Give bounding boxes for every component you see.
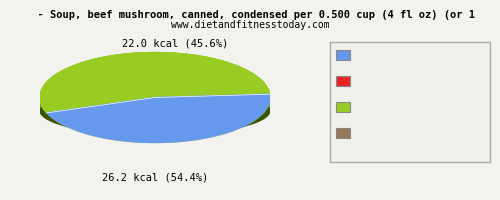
Text: - Soup, beef mushroom, canned, condensed per 0.500 cup (4 fl oz) (or 1: - Soup, beef mushroom, canned, condensed… <box>25 10 475 20</box>
Polygon shape <box>47 94 270 142</box>
Text: www.dietandfitnesstoday.com: www.dietandfitnesstoday.com <box>170 20 330 30</box>
Polygon shape <box>40 53 270 142</box>
Text: 26.2 kcal (54.4%): 26.2 kcal (54.4%) <box>102 172 208 182</box>
Text: protein: protein <box>352 50 399 60</box>
Text: 22.0 kcal (45.6%): 22.0 kcal (45.6%) <box>122 38 228 48</box>
Text: fat: fat <box>352 76 372 86</box>
Text: carbs: carbs <box>352 102 386 112</box>
Ellipse shape <box>40 86 270 135</box>
Ellipse shape <box>40 78 270 127</box>
Text: alcohol: alcohol <box>352 128 399 138</box>
